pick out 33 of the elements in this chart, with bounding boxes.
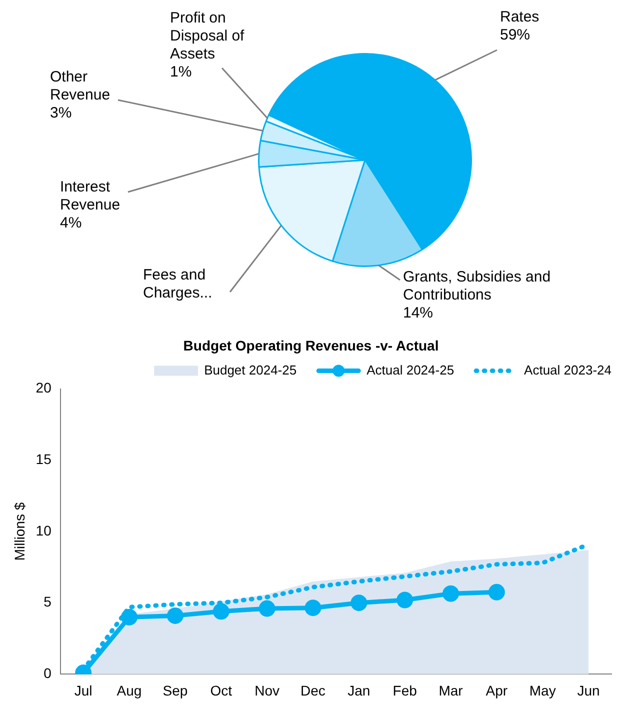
data-label: 1% (170, 64, 192, 81)
data-label: 59% (500, 26, 530, 44)
slice-label: Rates (500, 8, 540, 26)
y-axis-title: Millions $ (11, 502, 28, 561)
slice-label: Interest Revenue (60, 178, 120, 214)
slice-label: Grants, Subsidies and Contributions (403, 268, 551, 304)
y-tick-label: 15 (36, 451, 52, 468)
slice-label: Fees and Charges... (143, 266, 212, 302)
data-label: 3% (50, 104, 72, 122)
x-tick-label: Jun (577, 682, 600, 698)
x-tick-label: Jan (348, 682, 370, 698)
legend-label: Actual 2024-25 (366, 362, 454, 378)
x-tick-label: Apr (486, 682, 508, 698)
y-tick-label: 0 (44, 665, 52, 682)
y-tick-label: 10 (36, 522, 52, 538)
x-tick-label: Oct (210, 682, 232, 698)
y-tick-label: 20 (36, 380, 52, 396)
x-tick-label: Dec (300, 682, 326, 698)
x-tick-label: May (529, 682, 556, 698)
x-tick-label: Nov (254, 682, 280, 698)
slice-label: Profit on Disposal of Assets (170, 10, 246, 63)
legend-label: Actual 2023-24 (524, 362, 612, 378)
y-tick-label: 5 (44, 594, 52, 610)
chart-title: Budget Operating Revenues -v- Actual (183, 337, 439, 354)
x-tick-label: Jul (74, 682, 92, 698)
x-tick-label: Sep (162, 682, 188, 698)
legend-label: Budget 2024-25 (204, 362, 297, 378)
x-tick-label: Aug (116, 682, 142, 698)
slice-label: Other Revenue (50, 68, 110, 104)
data-label: 4% (60, 214, 82, 232)
x-tick-label: Mar (438, 682, 464, 698)
x-tick-label: Feb (392, 682, 418, 698)
data-label: 14% (403, 304, 434, 322)
